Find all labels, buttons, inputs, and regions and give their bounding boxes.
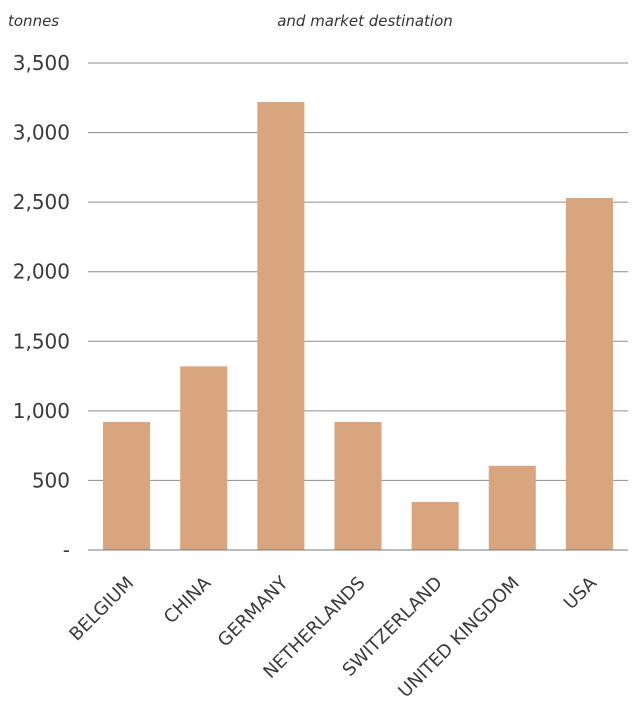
x-axis-tick-labels: BELGIUM CHINAGERMANYNETHERLANDSSWITZERLAN… [65, 572, 601, 702]
y-tick-label: 3,500 [13, 51, 70, 75]
chart-subtitle: and market destination [277, 12, 453, 30]
y-tick-label: - [63, 538, 70, 562]
bar-belgium [103, 421, 151, 550]
bar-usa [565, 197, 613, 550]
y-tick-label: 2,000 [13, 260, 70, 284]
gridlines [88, 62, 628, 481]
y-tick-label: 3,000 [13, 121, 70, 145]
bars [103, 101, 613, 551]
y-tick-label: 1,000 [13, 399, 70, 423]
bar-china [180, 366, 228, 550]
y-tick-label: 2,500 [13, 190, 70, 214]
x-tick-label: BELGIUM [65, 573, 138, 646]
bar-netherlands [334, 421, 382, 550]
bar-germany [257, 101, 305, 551]
y-axis-unit-label: tonnes [8, 12, 59, 30]
bar-united-kingdom [488, 465, 536, 550]
y-tick-label: 500 [32, 468, 70, 492]
y-axis-tick-labels: - 500 1,000 1,500 2,000 2,500 3,000 3,500 [13, 51, 70, 562]
y-tick-label: 1,500 [13, 329, 70, 353]
x-tick-label: USA [560, 572, 602, 614]
bar-switzerland [411, 501, 459, 550]
x-tick-label: CHINA [160, 572, 216, 628]
x-tick-label: GERMANY [214, 572, 293, 651]
